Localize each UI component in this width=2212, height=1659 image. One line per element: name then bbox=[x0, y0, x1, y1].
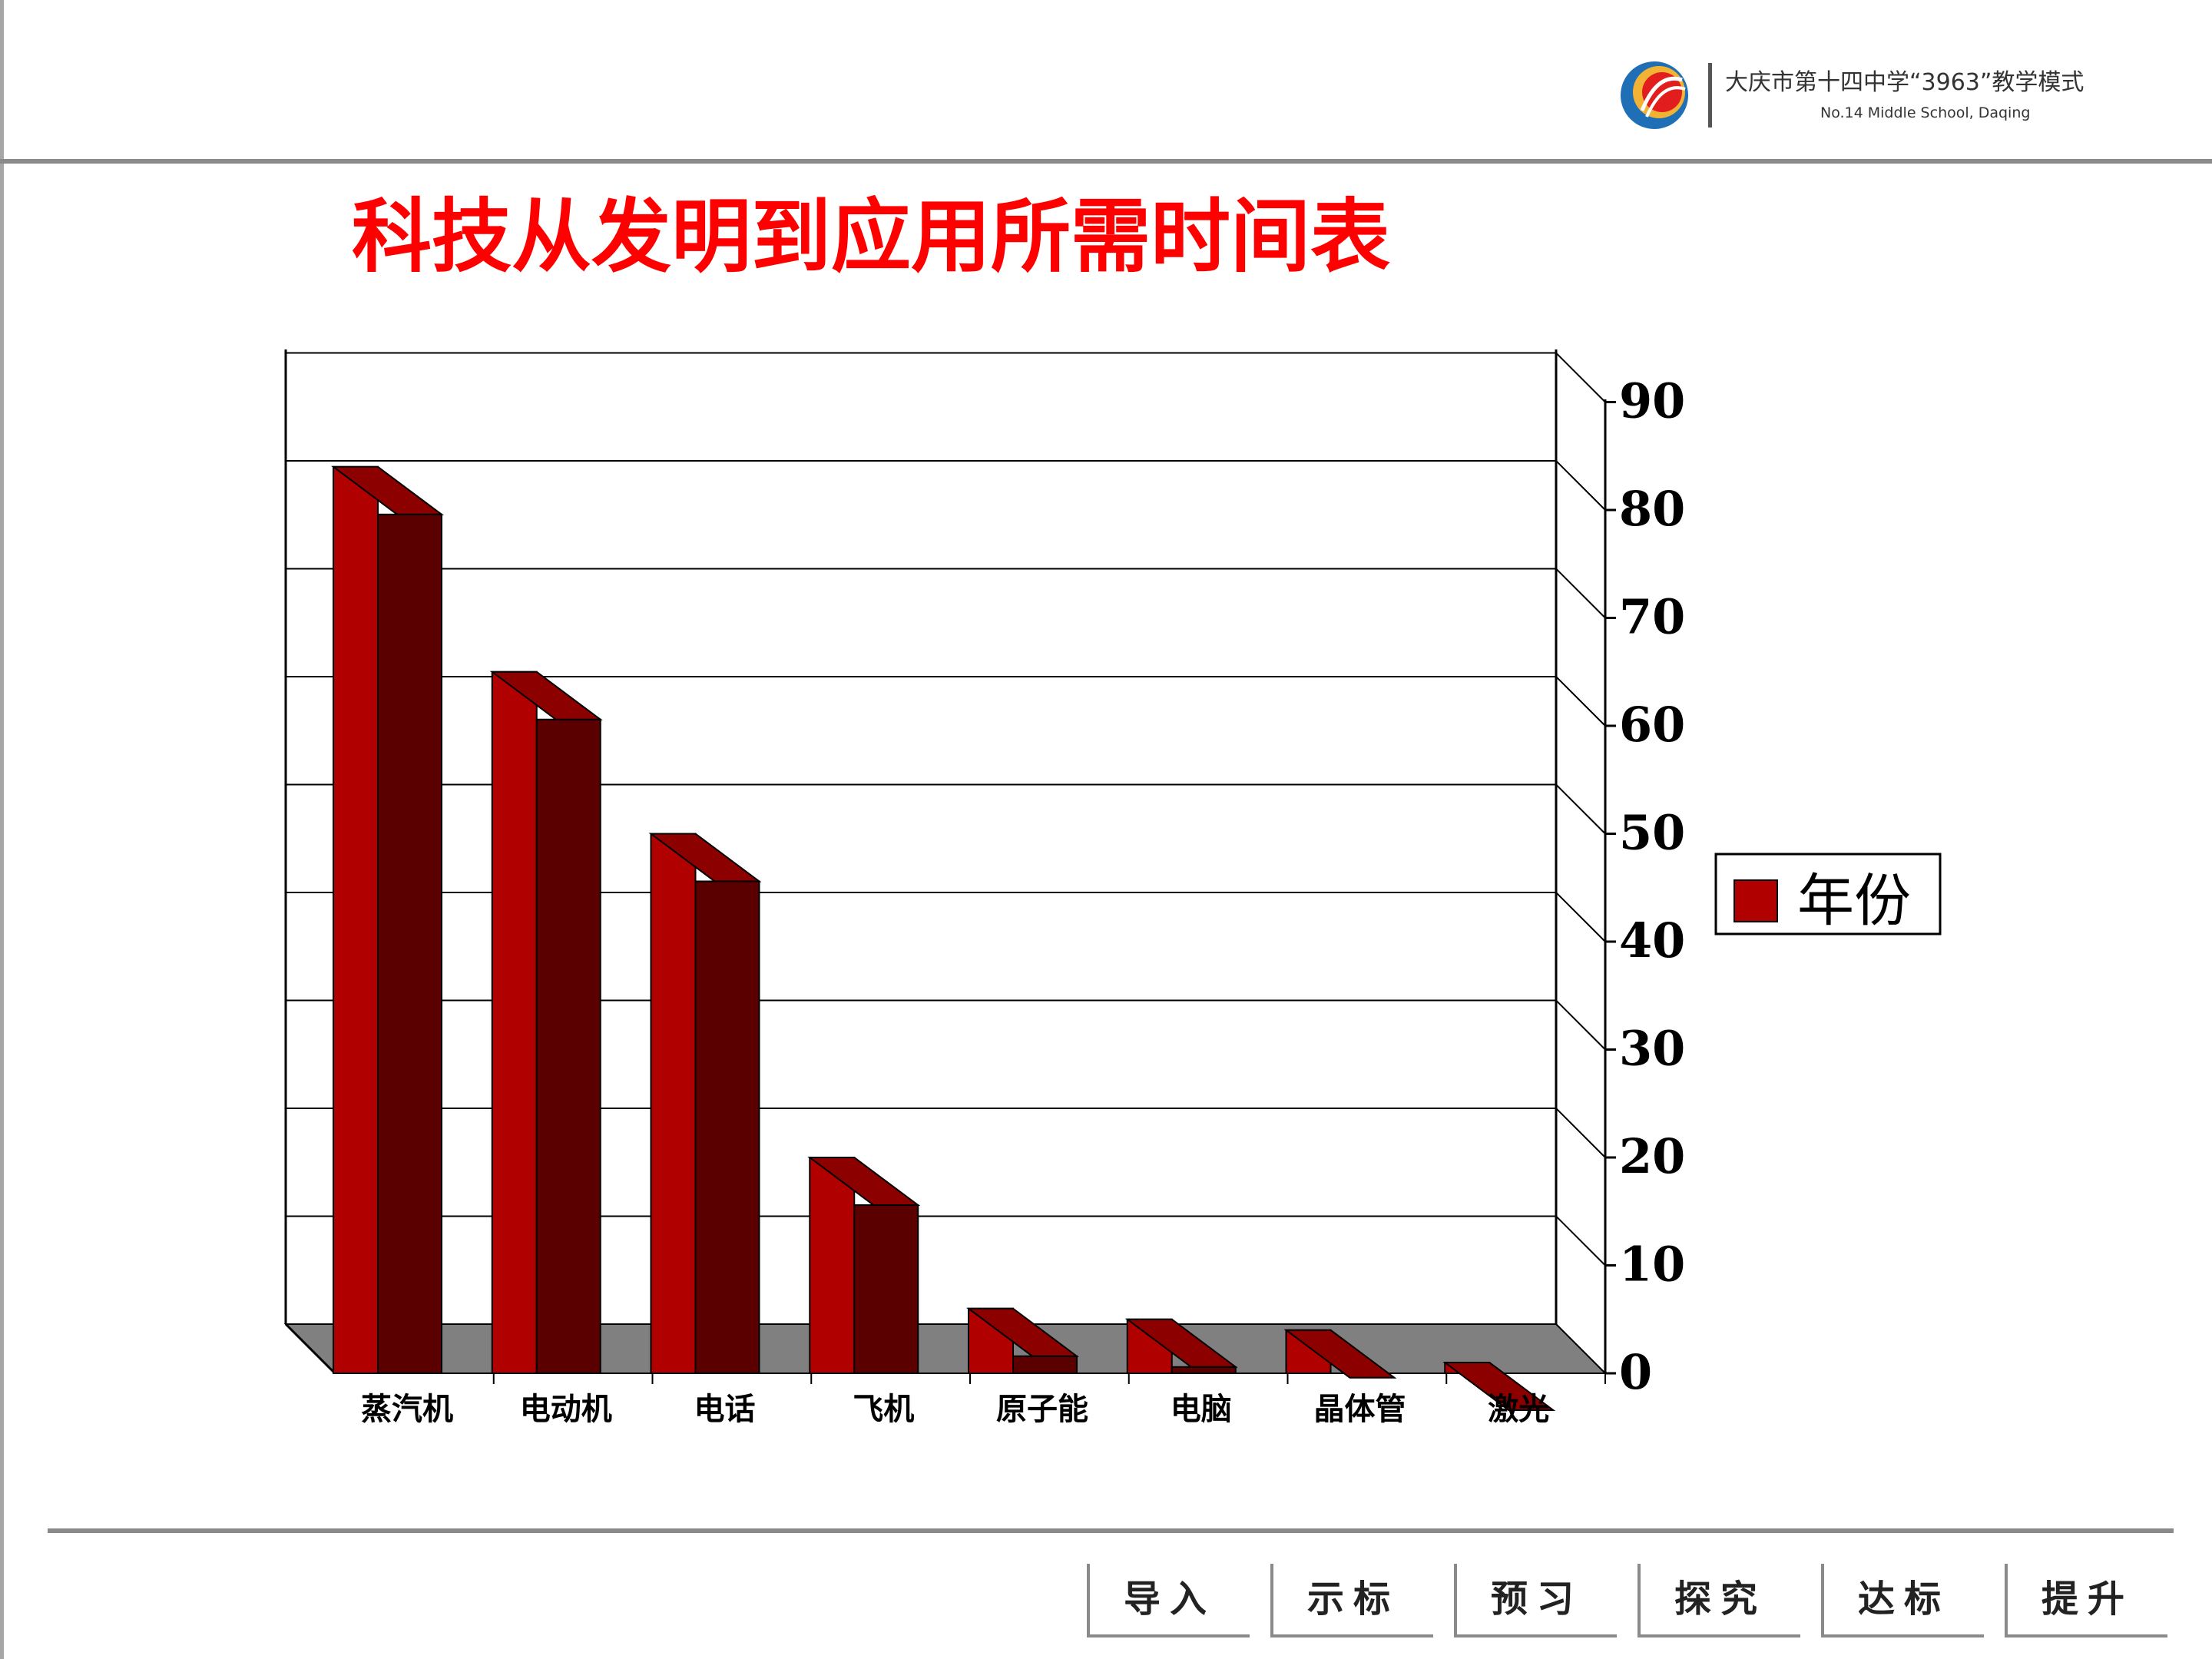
side-wall-grid bbox=[1555, 676, 1606, 727]
bar-top bbox=[1283, 1329, 1397, 1379]
nav-button-preview[interactable]: 预习 bbox=[1454, 1564, 1617, 1637]
x-tick-label: 飞机 bbox=[853, 1392, 914, 1427]
y-tick-label: 60 bbox=[1619, 697, 1685, 753]
bar bbox=[965, 1307, 1080, 1374]
bar-front bbox=[333, 465, 379, 1374]
bar-top bbox=[1442, 1361, 1556, 1411]
left-border bbox=[0, 0, 4, 1659]
x-tick-label: 晶体管 bbox=[1314, 1392, 1406, 1427]
side-wall-grid bbox=[1555, 352, 1606, 403]
y-tick-label: 70 bbox=[1619, 589, 1685, 645]
y-tick-label: 80 bbox=[1619, 481, 1685, 537]
bar-top bbox=[648, 833, 762, 882]
bar-top bbox=[330, 465, 445, 515]
bar-side bbox=[377, 513, 442, 1374]
bar-front bbox=[491, 671, 538, 1374]
nav-button-extension[interactable]: 提升 bbox=[2005, 1564, 2167, 1637]
chart-floor bbox=[283, 1323, 1608, 1374]
y-tick-label: 20 bbox=[1619, 1128, 1685, 1184]
x-tick-label: 电动机 bbox=[520, 1392, 612, 1427]
bar-side bbox=[1171, 1366, 1237, 1374]
bar-top bbox=[489, 671, 603, 720]
school-name: 大庆市第十四中学“3963”教学模式 bbox=[1725, 69, 2085, 96]
bar-chart: 0 10 20 30 40 50 60 70 80 90 蒸汽机 电动机 电话 飞机 原子能 电脑 晶体管 激光 年… bbox=[283, 349, 1942, 1427]
side-wall-grid bbox=[1555, 460, 1606, 511]
bar-side bbox=[1012, 1355, 1078, 1374]
x-tick-label: 蒸汽机 bbox=[361, 1392, 453, 1427]
legend: 年份 bbox=[1714, 853, 1942, 935]
y-tick-label: 0 bbox=[1619, 1344, 1652, 1400]
side-wall-grid bbox=[1555, 1108, 1606, 1158]
bar bbox=[807, 1157, 921, 1374]
y-tick-label: 50 bbox=[1619, 805, 1685, 861]
side-wall-grid bbox=[1555, 568, 1606, 619]
nav-button-explore[interactable]: 探究 bbox=[1637, 1564, 1800, 1637]
nav-button-assessment[interactable]: 达标 bbox=[1821, 1564, 1984, 1637]
logo-divider bbox=[1708, 63, 1712, 127]
side-wall-grid bbox=[1555, 783, 1606, 835]
x-tick-label: 电话 bbox=[694, 1392, 756, 1427]
y-tick-label: 90 bbox=[1619, 373, 1685, 429]
floor-left-edge bbox=[284, 1323, 336, 1375]
bar bbox=[489, 671, 603, 1374]
bar bbox=[1283, 1329, 1397, 1379]
header-divider bbox=[0, 159, 2212, 164]
bar-top bbox=[807, 1157, 921, 1206]
legend-label: 年份 bbox=[1797, 868, 1911, 934]
bar-top bbox=[1124, 1318, 1238, 1368]
nav-button-intro[interactable]: 导入 bbox=[1087, 1564, 1250, 1637]
bar-side bbox=[853, 1204, 919, 1374]
bar-side bbox=[535, 718, 601, 1374]
footer-divider bbox=[48, 1528, 2174, 1533]
bar-front bbox=[650, 833, 697, 1374]
bar bbox=[1442, 1361, 1556, 1411]
bar-top bbox=[965, 1307, 1080, 1357]
side-wall-grid bbox=[1555, 1215, 1606, 1267]
bar bbox=[1124, 1318, 1238, 1374]
y-tick-label: 40 bbox=[1619, 912, 1685, 969]
y-tick-label: 10 bbox=[1619, 1237, 1685, 1293]
side-wall-grid bbox=[1555, 892, 1606, 942]
bar bbox=[648, 833, 762, 1374]
bar-front bbox=[809, 1157, 856, 1374]
side-wall-grid bbox=[1555, 999, 1606, 1051]
bar bbox=[330, 465, 445, 1374]
school-logo-icon bbox=[1621, 61, 1688, 129]
bar-side bbox=[694, 880, 760, 1374]
page-title: 科技从发明到应用所需时间表 bbox=[352, 190, 1391, 283]
nav-button-objectives[interactable]: 示标 bbox=[1270, 1564, 1433, 1637]
y-tick-label: 30 bbox=[1619, 1021, 1685, 1077]
school-name-english: No.14 Middle School, Daqing bbox=[1820, 104, 2031, 121]
x-tick-label: 电脑 bbox=[1171, 1392, 1232, 1427]
legend-swatch bbox=[1734, 879, 1778, 922]
x-tick-label: 激光 bbox=[1488, 1392, 1549, 1427]
x-tick-label: 原子能 bbox=[996, 1392, 1088, 1427]
